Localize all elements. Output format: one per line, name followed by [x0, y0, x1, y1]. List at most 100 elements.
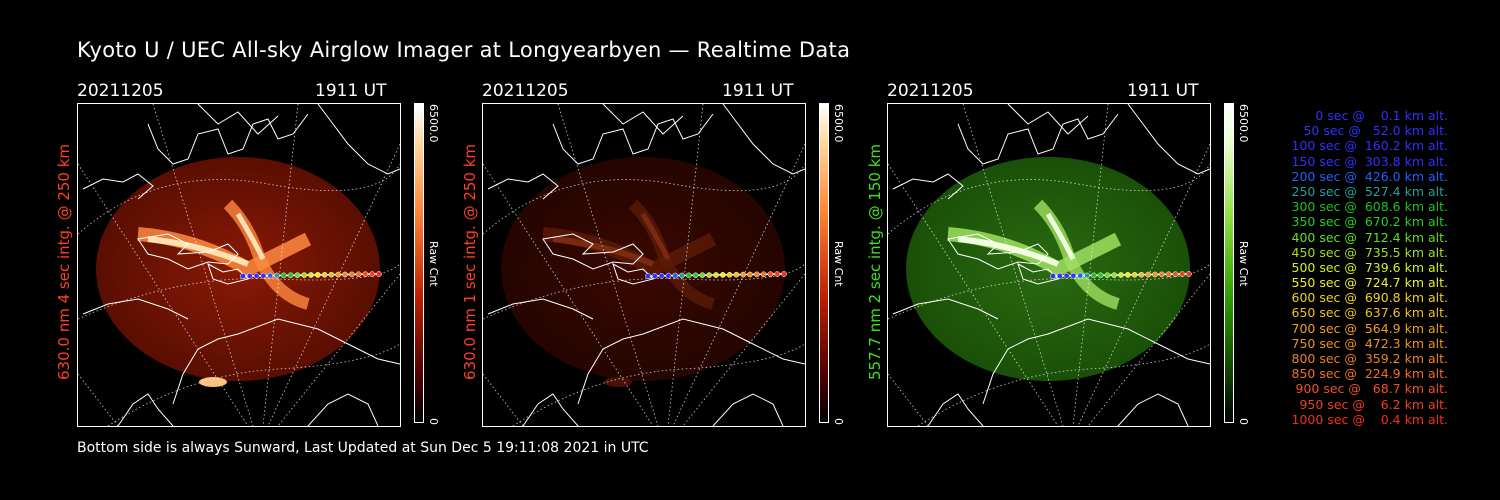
legend-row: 100 sec @ 160.2 km alt.	[1287, 138, 1449, 154]
coastline	[307, 393, 379, 426]
coastline	[487, 173, 559, 200]
coastline	[892, 173, 964, 200]
trajectory-point	[767, 271, 774, 278]
legend-row: 750 sec @ 472.3 km alt.	[1287, 335, 1449, 351]
legend-row: 950 sec @ 6.2 km alt.	[1295, 396, 1448, 412]
trajectory-point	[1090, 272, 1097, 279]
trajectory-point	[760, 271, 767, 278]
coastline	[117, 393, 174, 426]
coastline	[1117, 393, 1189, 426]
trajectory-point	[645, 273, 651, 279]
trajectory-point	[362, 271, 369, 278]
panel-1-colorbar	[414, 103, 424, 423]
grid-line	[1087, 273, 1210, 426]
trajectory-point	[294, 272, 301, 279]
coastline	[612, 262, 654, 285]
panel-2-svg	[483, 104, 805, 426]
trajectory-point	[335, 271, 342, 278]
coastline	[602, 104, 684, 135]
trajectory-point	[369, 271, 376, 277]
trajectory-point	[314, 272, 321, 278]
panel-2-colorbar-label: Raw Cnt	[832, 241, 845, 287]
grid-line	[888, 163, 1059, 426]
legend-row: 250 sec @ 527.4 km alt.	[1287, 183, 1449, 199]
trajectory-point	[253, 272, 260, 279]
trajectory-point	[308, 272, 314, 278]
grid-line	[78, 163, 249, 426]
coastline	[317, 104, 400, 175]
panel-3-wavelength-label: 557.7 nm 2 sec intg. @ 150 km	[866, 143, 884, 380]
trajectory-point	[342, 271, 348, 278]
trajectory-point	[685, 272, 692, 279]
trajectory-point	[1179, 271, 1186, 277]
trajectory-point	[267, 272, 274, 279]
trajectory-point	[658, 272, 665, 279]
legend-row: 800 sec @ 359.2 km alt.	[1287, 351, 1449, 366]
legend-row: 550 sec @ 724.7 km alt.	[1287, 275, 1449, 291]
trajectory-point	[1104, 272, 1111, 279]
trajectory-point	[328, 271, 335, 278]
trajectory-point	[1138, 271, 1145, 278]
trajectory-point	[1152, 271, 1158, 278]
coastline	[892, 298, 999, 320]
coastline	[487, 298, 594, 320]
trajectory-point	[321, 271, 328, 278]
trajectory-point	[740, 271, 747, 278]
trajectory-point	[781, 271, 787, 277]
trajectory-point	[1145, 271, 1152, 278]
trajectory-point	[287, 272, 294, 279]
coastline	[722, 104, 805, 175]
coastline	[197, 104, 279, 135]
legend-row: 650 sec @ 637.6 km alt.	[1287, 305, 1449, 321]
coastline	[577, 318, 805, 405]
aurora-arc	[1045, 212, 1076, 261]
trajectory-point	[672, 272, 679, 279]
trajectory-point	[1084, 272, 1090, 279]
panel-1-image	[77, 103, 401, 427]
legend-row: 300 sec @ 608.6 km alt.	[1287, 199, 1449, 215]
aurora-arc	[957, 236, 1060, 267]
grid-line	[962, 104, 1064, 426]
trajectory-point	[246, 273, 253, 279]
trajectory-point	[301, 272, 308, 278]
trajectory-point	[1186, 271, 1192, 277]
grid-line	[78, 163, 400, 235]
trajectory-point	[260, 272, 267, 279]
panel-3-image	[887, 103, 1211, 427]
legend-row: 900 sec @ 68.7 km alt.	[1291, 381, 1448, 397]
coastline	[82, 298, 189, 320]
trajectory-point	[679, 272, 685, 279]
footer-note: Bottom side is always Sunward, Last Upda…	[77, 440, 649, 456]
legend-row: 0 sec @ 0.1 km alt.	[1303, 108, 1448, 123]
legend-row: 700 sec @ 564.9 km alt.	[1287, 320, 1449, 336]
legend-row: 200 sec @ 426.0 km alt.	[1287, 168, 1449, 184]
grid-line	[888, 163, 1210, 235]
trajectory-point	[280, 272, 287, 279]
panel-1-colorbar-min: 0	[427, 418, 440, 425]
legend-row: 450 sec @ 735.5 km alt.	[1287, 244, 1449, 260]
altitude-legend: 0 sec @ 0.1 km alt. 50 sec @ 52.0 km alt…	[1258, 108, 1449, 427]
trajectory-point	[1056, 273, 1063, 279]
grid-line	[78, 373, 119, 426]
panel-2-wavelength-label: 630.0 nm 1 sec intg. @ 250 km	[461, 143, 479, 380]
trajectory-point	[726, 271, 733, 278]
coastline	[1017, 262, 1059, 285]
grid-line	[557, 104, 659, 426]
coastline	[82, 173, 154, 200]
trajectory-point	[1124, 272, 1131, 278]
trajectory-point	[733, 271, 740, 278]
trajectory-point	[1111, 272, 1118, 278]
panel-1-svg	[78, 104, 400, 426]
panel-2-image	[482, 103, 806, 427]
coastline	[542, 233, 644, 270]
coastline	[1007, 104, 1089, 135]
coastline	[147, 113, 309, 165]
coastline	[207, 262, 249, 285]
grid-line	[682, 273, 805, 426]
coastline	[927, 393, 984, 426]
panel-1-time: 1911 UT	[315, 81, 387, 101]
panel-3-svg	[888, 104, 1210, 426]
trajectory-point	[348, 271, 355, 278]
panel-3-time: 1911 UT	[1127, 81, 1199, 101]
coastline	[982, 318, 1210, 405]
